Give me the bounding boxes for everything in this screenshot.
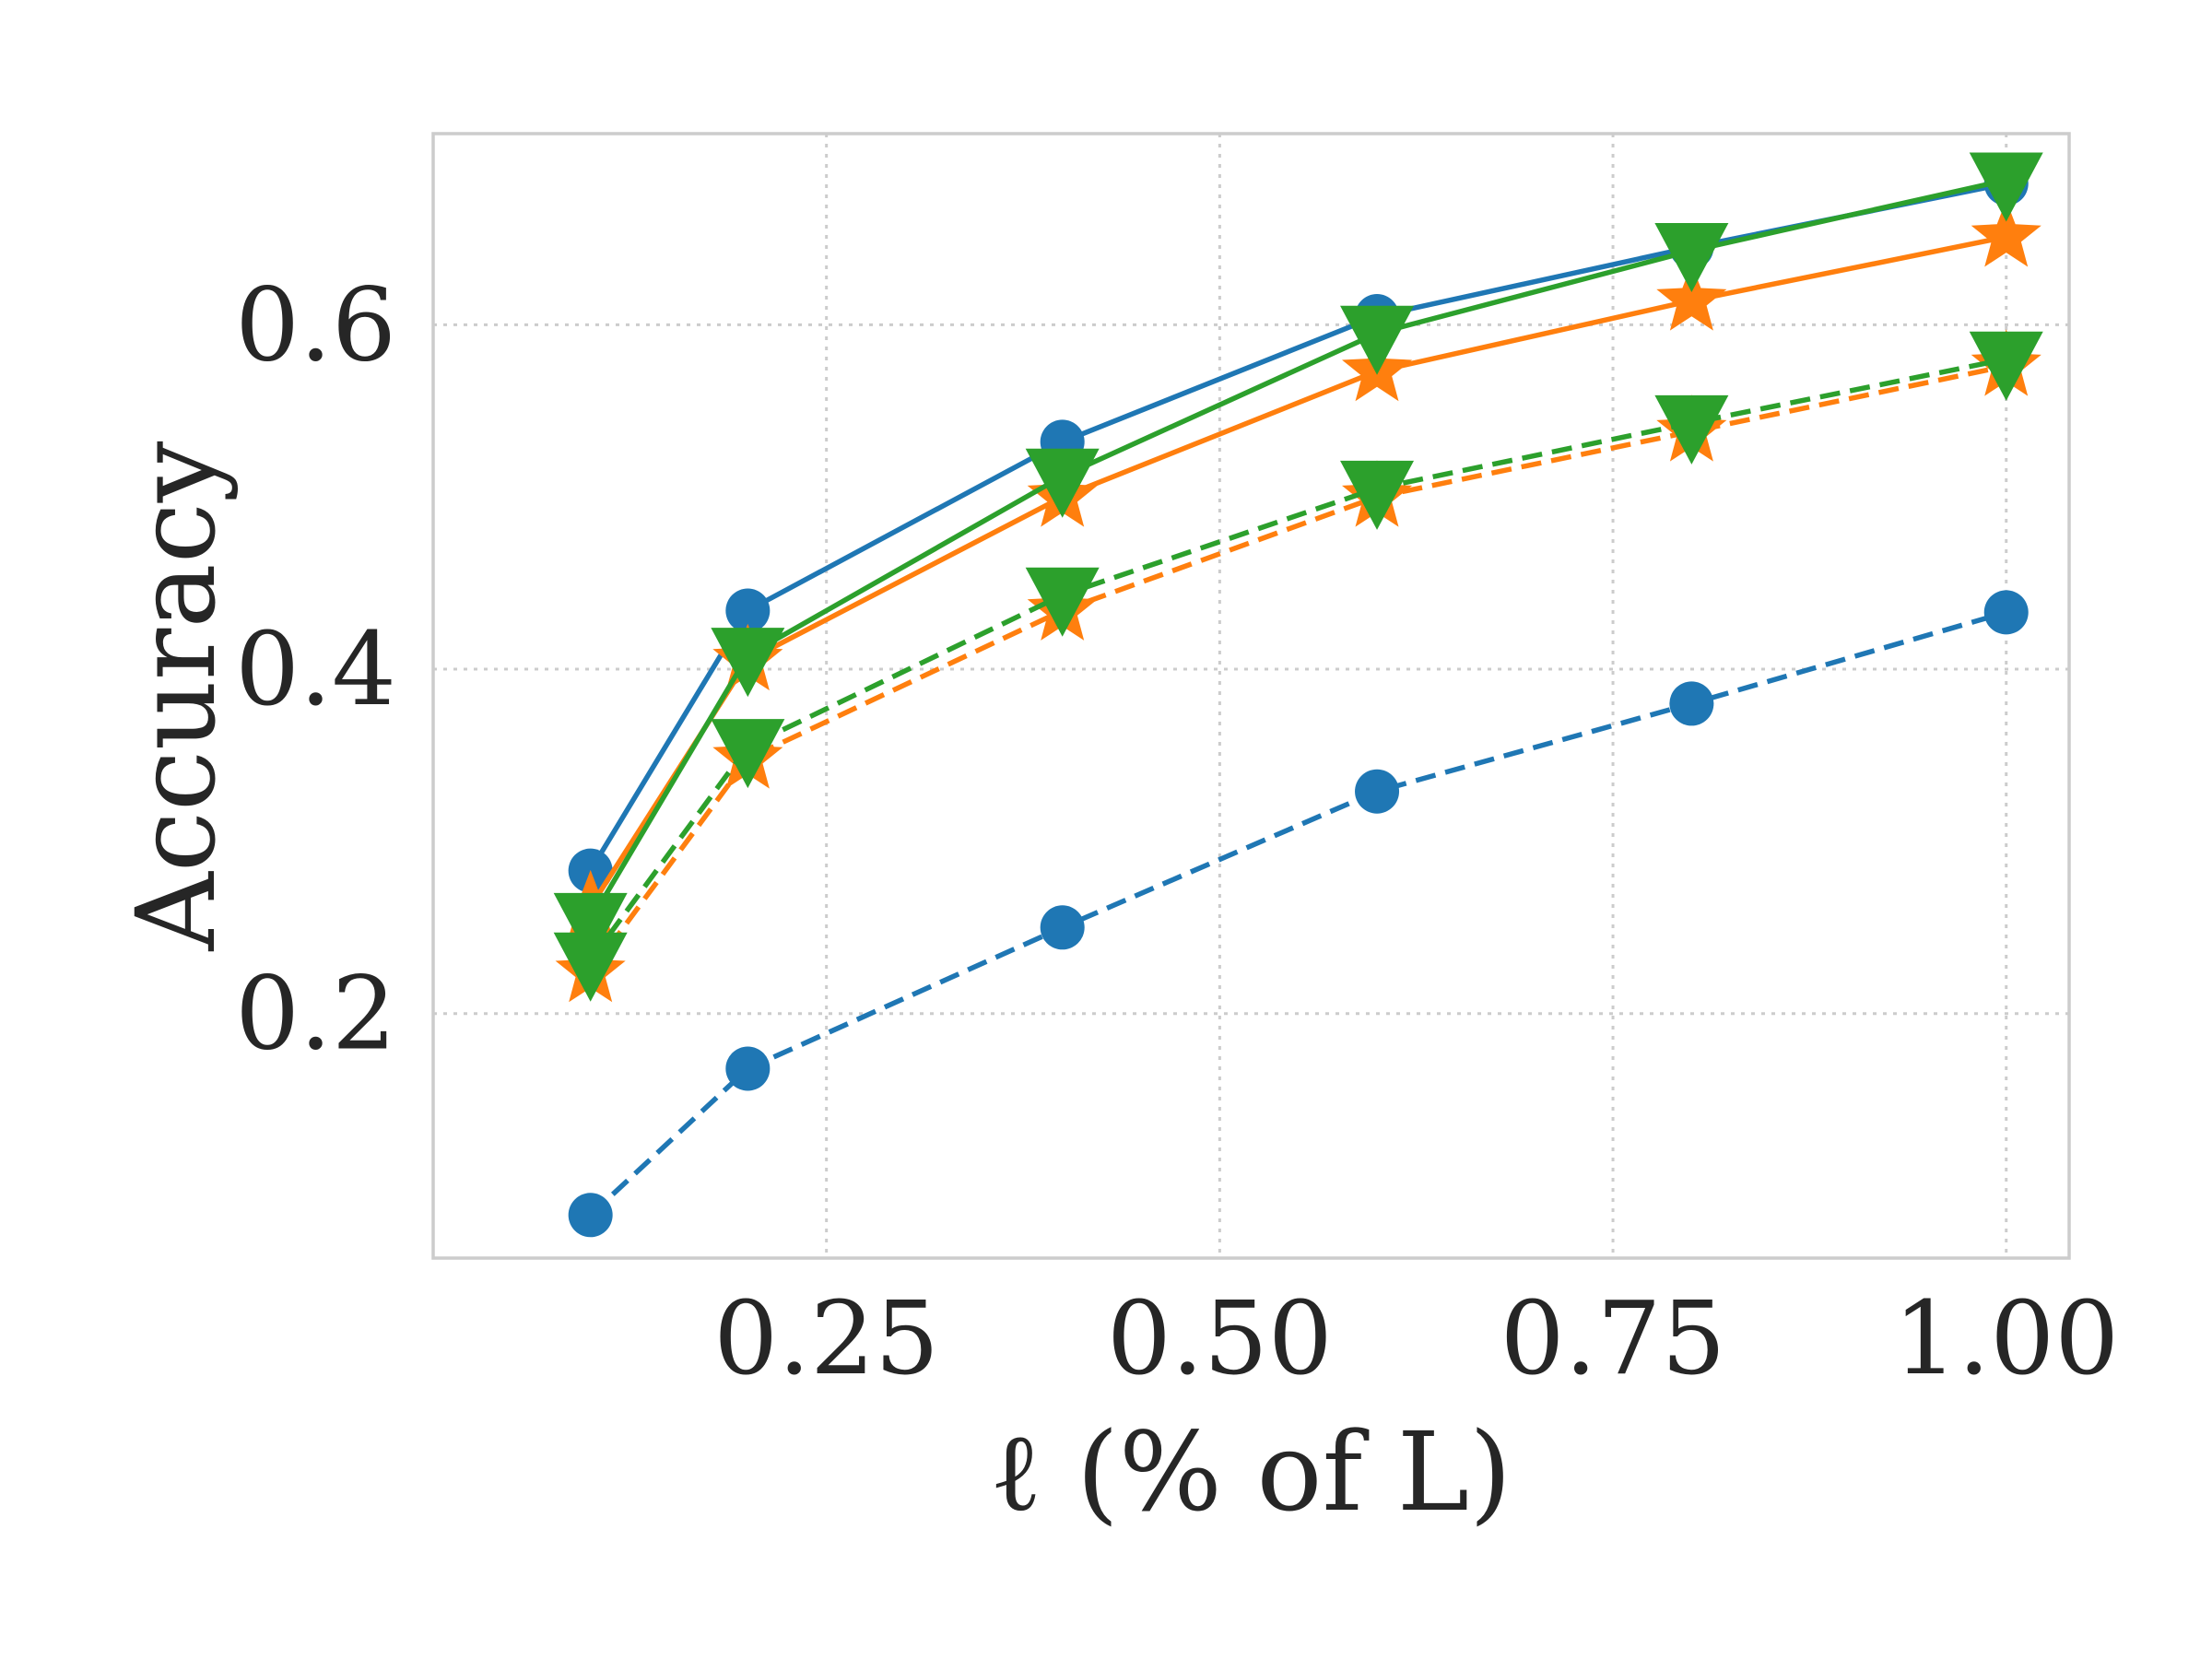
x-tick-label: 0.25 — [713, 1279, 939, 1397]
data-point — [711, 719, 785, 789]
series-line — [588, 357, 2007, 962]
data-point — [568, 1193, 613, 1238]
data-point — [553, 932, 628, 1002]
series-line — [588, 234, 2007, 909]
data-point — [1656, 264, 1727, 331]
data-point — [725, 588, 771, 633]
series-line — [588, 177, 2007, 923]
data-point — [1654, 223, 1729, 293]
series-green-dashed — [553, 331, 2043, 1002]
data-point — [1654, 394, 1729, 465]
tick-labels: 0.25 0.50 0.75 1.00 0.2 0.4 0.6 — [235, 265, 2119, 1397]
series-green-solid — [553, 152, 2043, 962]
data-point — [1969, 331, 2043, 401]
grid — [433, 134, 2069, 1258]
series-layer — [553, 152, 2043, 1238]
data-point — [1969, 152, 2043, 222]
data-point — [1025, 567, 1100, 637]
series-orange-dashed — [555, 329, 2041, 1003]
data-point — [711, 628, 785, 698]
series-line — [588, 609, 2007, 1218]
data-point — [1340, 305, 1415, 375]
x-tick-label: 0.75 — [1500, 1279, 1726, 1397]
x-axis-label: ℓ (% of L) — [990, 1408, 1512, 1535]
y-tick-label: 0.6 — [235, 265, 396, 383]
data-point — [1040, 905, 1085, 950]
data-point — [1669, 681, 1714, 726]
data-point — [725, 1046, 771, 1091]
y-tick-label: 0.2 — [235, 955, 396, 1073]
data-point — [553, 892, 628, 962]
data-point — [1355, 769, 1400, 814]
x-tick-label: 0.50 — [1107, 1279, 1333, 1397]
series-blue-dashed — [568, 590, 2029, 1238]
y-tick-label: 0.4 — [235, 610, 396, 728]
series-orange-solid — [555, 200, 2041, 937]
data-point — [1025, 448, 1100, 518]
y-axis-label: Accuracy — [112, 441, 240, 951]
plot-frame — [431, 132, 2071, 1260]
series-line — [588, 363, 2007, 974]
x-tick-label: 1.00 — [1893, 1279, 2119, 1397]
data-point — [1340, 460, 1415, 530]
data-point — [1971, 200, 2041, 267]
data-point — [1983, 590, 2029, 635]
